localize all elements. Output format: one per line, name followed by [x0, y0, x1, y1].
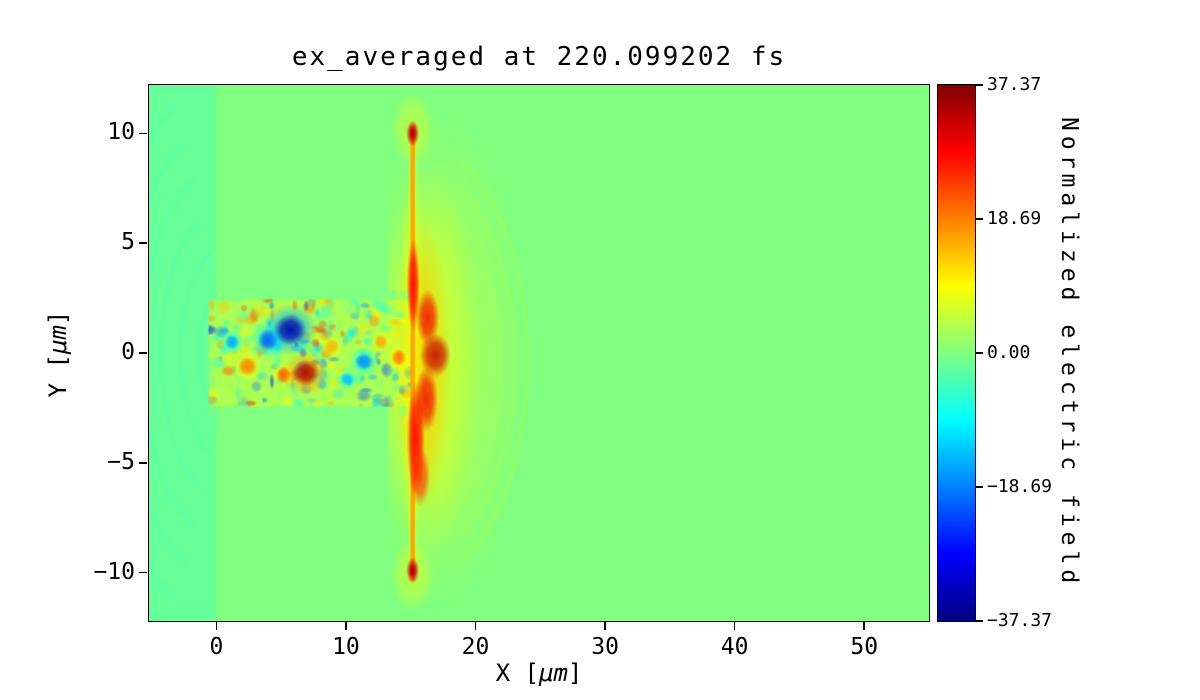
colorbar-tick-mark [976, 84, 983, 86]
y-axis-label-post: ] [44, 310, 72, 326]
x-tick-mark [733, 622, 736, 630]
y-tick-mark [139, 571, 147, 574]
colorbar-tick-mark [976, 352, 983, 354]
y-tick-mark [139, 242, 147, 244]
colorbar-tick-mark [976, 218, 983, 220]
colorbar-label: Normalized electric field [1056, 117, 1082, 589]
x-tick-mark [474, 622, 477, 630]
x-tick-label: 20 [461, 634, 490, 660]
x-tick-label: 10 [332, 634, 360, 660]
colorbar-tick-label: −37.37 [987, 610, 1053, 631]
x-tick-mark [863, 622, 865, 630]
x-tick-mark [215, 622, 218, 630]
plot-area [148, 84, 930, 622]
colorbar-tick-label: −18.69 [987, 476, 1053, 498]
colorbar-tick-label: 37.37 [987, 74, 1042, 95]
y-tick-mark [139, 352, 147, 354]
y-tick-label: −10 [93, 558, 135, 585]
heatmap-canvas [149, 85, 929, 621]
colorbar-tick-mark [976, 620, 983, 622]
x-tick-mark [604, 622, 606, 630]
x-axis-label-pre: X [ [495, 659, 539, 687]
y-tick-label: −5 [107, 448, 135, 475]
y-tick-label: 10 [107, 119, 135, 146]
y-tick-label: 5 [121, 229, 135, 256]
x-tick-label: 0 [209, 634, 224, 660]
colorbar-tick-label: 0.00 [987, 342, 1031, 363]
x-axis-label-post: ] [567, 659, 583, 687]
x-tick-label: 40 [720, 634, 749, 660]
x-tick-label: 30 [591, 634, 619, 660]
mu-symbol: μm [539, 659, 568, 687]
colorbar [937, 84, 976, 622]
x-tick-label: 50 [850, 634, 879, 660]
y-tick-mark [139, 462, 147, 464]
colorbar-tick-mark [976, 486, 983, 488]
chart-title: ex_averaged at 220.099202 fs [291, 42, 787, 72]
colorbar-gradient [938, 85, 975, 621]
x-tick-mark [345, 622, 347, 630]
y-tick-label: 0 [121, 339, 135, 365]
y-tick-mark [139, 132, 147, 135]
x-axis-label: X [μm] [148, 659, 930, 687]
colorbar-tick-label: 18.69 [987, 207, 1042, 229]
